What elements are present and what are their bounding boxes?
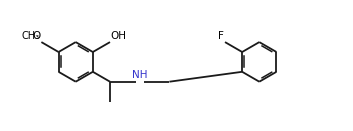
Text: F: F <box>219 31 224 41</box>
Text: O: O <box>32 31 40 41</box>
Text: CH₃: CH₃ <box>21 31 39 41</box>
Text: OH: OH <box>111 31 127 41</box>
Text: NH: NH <box>132 70 148 80</box>
